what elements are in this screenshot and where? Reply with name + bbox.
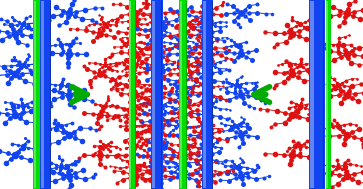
Bar: [310, 1, 314, 188]
Bar: [326, 0, 331, 189]
Bar: [202, 0, 213, 189]
Bar: [161, 1, 162, 188]
Bar: [180, 1, 182, 188]
Bar: [135, 1, 136, 188]
Bar: [186, 1, 187, 188]
Bar: [41, 1, 44, 188]
Bar: [50, 1, 51, 188]
Bar: [33, 0, 41, 189]
Bar: [129, 0, 136, 189]
Bar: [309, 0, 325, 189]
Bar: [203, 1, 206, 188]
Bar: [40, 1, 41, 188]
Bar: [330, 1, 331, 188]
Bar: [152, 1, 155, 188]
Bar: [40, 0, 51, 189]
Bar: [326, 1, 328, 188]
Bar: [323, 1, 324, 188]
Bar: [129, 1, 131, 188]
Bar: [151, 0, 163, 189]
Bar: [179, 0, 187, 189]
Bar: [212, 1, 213, 188]
Bar: [34, 1, 36, 188]
